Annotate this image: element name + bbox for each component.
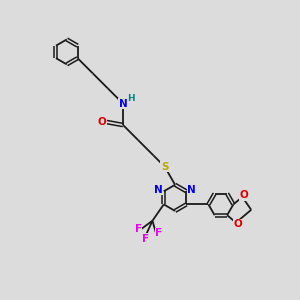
Text: S: S (161, 162, 168, 172)
Text: F: F (135, 224, 142, 234)
Text: F: F (155, 228, 163, 238)
Text: N: N (154, 185, 163, 195)
Text: H: H (128, 94, 135, 103)
Text: O: O (233, 219, 242, 230)
Text: N: N (119, 99, 128, 109)
Text: O: O (239, 190, 248, 200)
Text: N: N (188, 185, 196, 195)
Text: F: F (142, 234, 149, 244)
Text: O: O (97, 117, 106, 127)
